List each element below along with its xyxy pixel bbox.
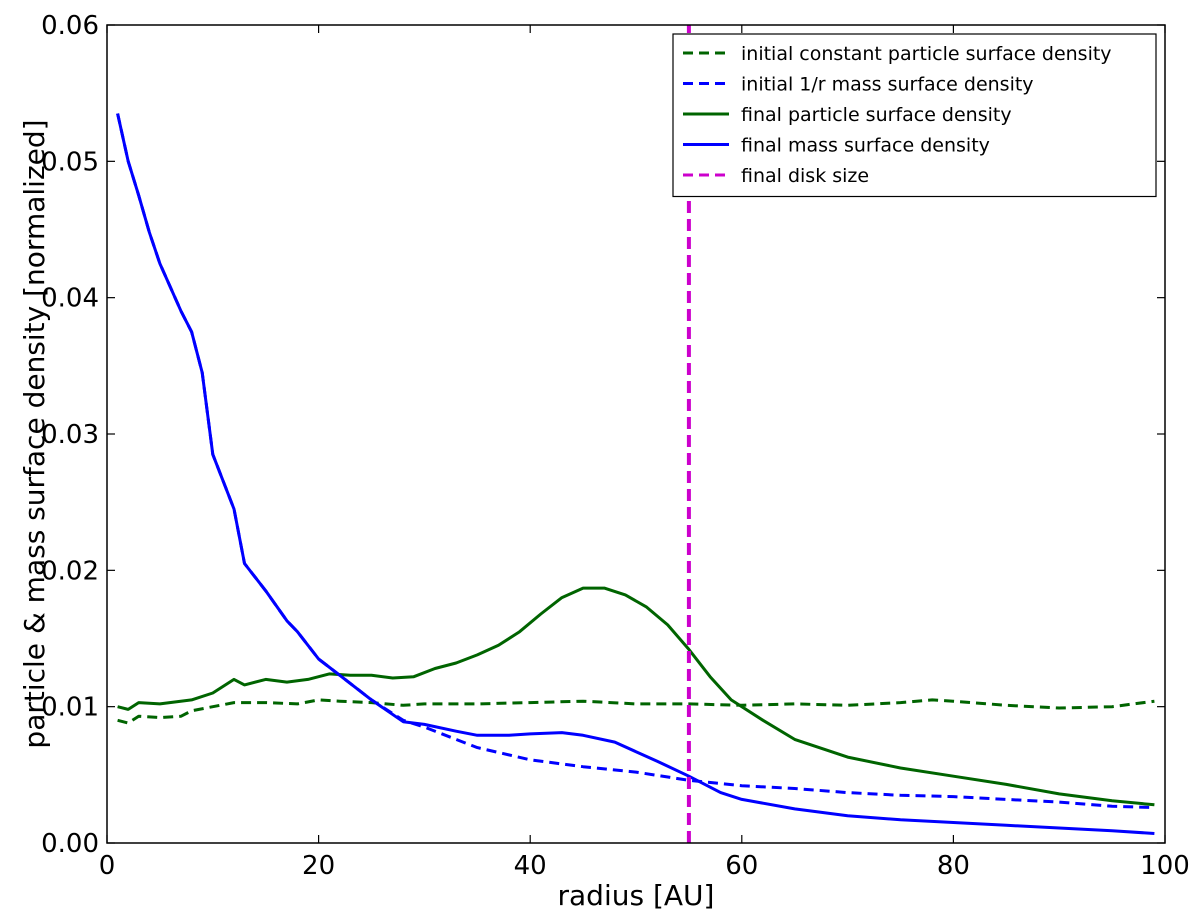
legend-label: initial 1/r mass surface density — [741, 74, 1034, 96]
x-tick-label: 0 — [99, 851, 116, 881]
legend-label: initial constant particle surface densit… — [741, 43, 1112, 65]
y-tick-label: 0.02 — [41, 556, 99, 586]
series-line-2 — [117, 586, 1155, 807]
x-tick-label: 100 — [1140, 851, 1190, 881]
x-axis-title: radius [AU] — [558, 879, 715, 912]
y-tick-label: 0.06 — [41, 11, 99, 41]
y-tick-label: 0.05 — [41, 147, 99, 177]
series-line-0 — [117, 698, 1155, 725]
legend-label: final particle surface density — [741, 104, 1012, 126]
y-tick-label: 0.03 — [41, 420, 99, 450]
y-tick-label: 0.01 — [41, 693, 99, 723]
series-line-3 — [116, 113, 1155, 835]
x-tick-label: 60 — [725, 851, 758, 881]
legend-label: final mass surface density — [741, 135, 990, 157]
y-tick-label: 0.00 — [41, 829, 99, 859]
tick-layer: 0 20 40 60 80 100 0.00 0.01 0.02 0.03 0.04 0.05 0.06 — [41, 11, 1190, 881]
series-layer — [116, 25, 1155, 843]
x-tick-label: 20 — [302, 851, 335, 881]
x-tick-label: 40 — [514, 851, 547, 881]
legend-box — [672, 33, 1157, 198]
legend-label: final disk size — [741, 165, 869, 187]
legend: initial constant particle surface densit… — [672, 33, 1157, 198]
y-axis-title: particle & mass surface density [normali… — [18, 119, 51, 748]
x-tick-label: 80 — [937, 851, 970, 881]
y-tick-label: 0.04 — [41, 284, 99, 314]
